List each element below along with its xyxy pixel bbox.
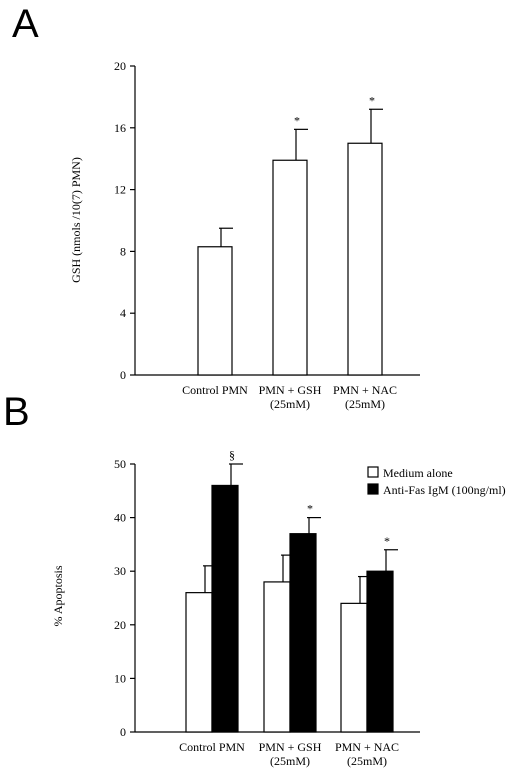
panel-a-letter: A [12,2,39,46]
bar [366,570,394,733]
category-label: PMN + NAC [335,740,399,754]
category-label: PMN + GSH [259,740,322,754]
significance-mark: * [294,113,300,127]
significance-mark: * [384,534,390,548]
category-label: PMN + NAC [333,383,397,397]
category-label: (25mM) [347,754,387,768]
y-tick-label: 20 [114,618,126,632]
legend-swatch [367,483,379,495]
category-label: PMN + GSH [259,383,322,397]
y-tick-label: 4 [120,306,126,320]
bar [197,246,233,376]
y-tick-label: 20 [114,59,126,73]
y-tick-label: 40 [114,511,126,525]
category-label: (25mM) [270,754,310,768]
y-tick-label: 8 [120,244,126,258]
chart-b: 0 10 20 30 40 50 % Apoptosis § * * Control PMN PMN … [51,448,506,768]
significance-mark: * [369,93,375,107]
bar [263,581,291,733]
y-tick-label: 30 [114,564,126,578]
category-label: (25mM) [345,397,385,411]
bar [289,533,317,733]
category-label: (25mM) [270,397,310,411]
legend-label: Anti-Fas IgM (100ng/ml) [383,483,506,497]
y-axis-label: % Apoptosis [51,565,65,626]
bar [347,142,383,376]
significance-mark: § [229,448,235,462]
bar [272,159,308,376]
y-tick-label: 16 [114,121,126,135]
category-label: Control PMN [179,740,245,754]
legend-swatch [367,466,379,478]
y-axis-label: GSH (nmols /10(7) PMN) [69,157,83,283]
bar [211,484,239,733]
significance-mark: * [307,502,313,516]
y-tick-label: 10 [114,671,126,685]
bar [185,592,213,733]
chart-a: 0 4 8 12 16 20 GSH (nmols /10(7) PMN) * * Control… [69,59,420,411]
y-tick-label: 0 [120,725,126,739]
y-tick-label: 50 [114,457,126,471]
y-tick-label: 0 [120,368,126,382]
y-tick-label: 12 [114,183,126,197]
legend-label: Medium alone [383,466,453,480]
panel-b-letter: B [3,390,30,434]
bar [340,602,368,733]
category-label: Control PMN [182,383,248,397]
